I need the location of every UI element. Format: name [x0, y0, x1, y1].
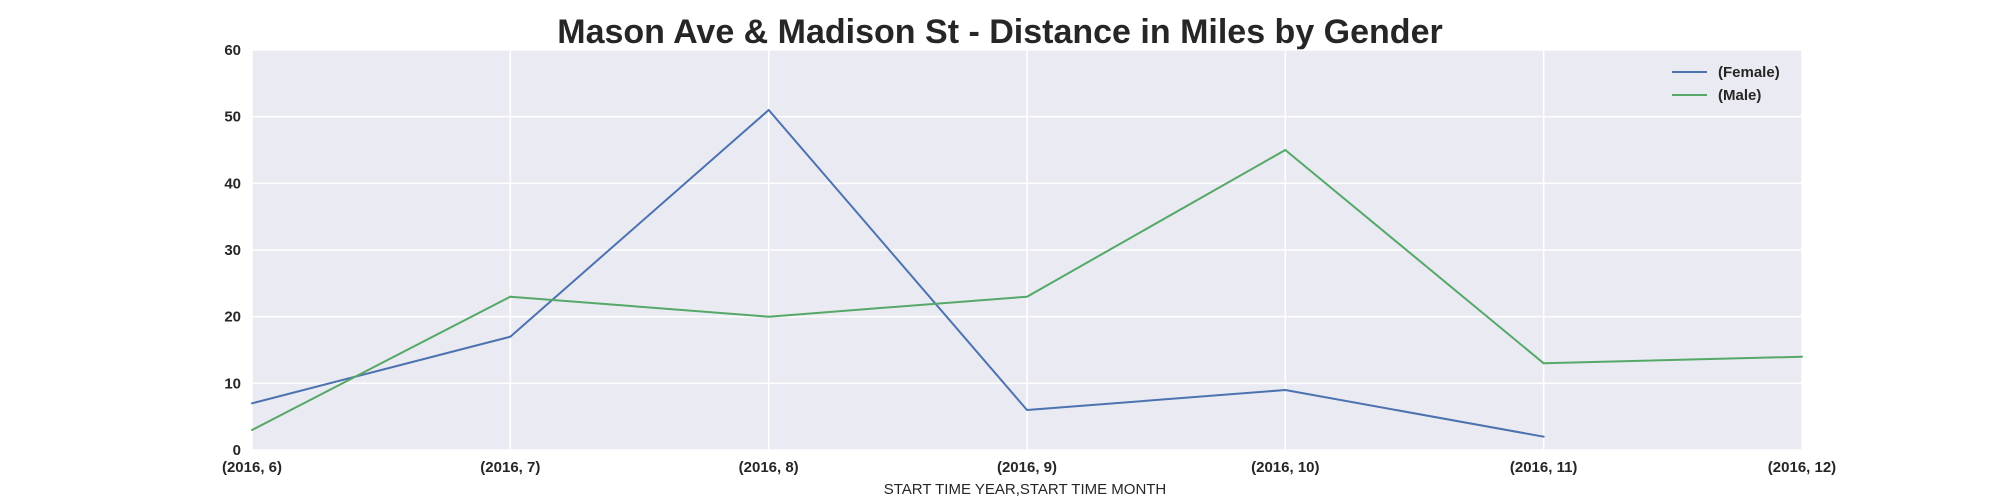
data-point — [1801, 355, 1803, 358]
y-tick-label: 50 — [224, 109, 241, 126]
y-tick-label: 40 — [224, 175, 241, 192]
x-tick-label: (2016, 9) — [997, 459, 1057, 476]
y-tick-label: 0 — [233, 442, 241, 459]
data-point — [509, 295, 512, 298]
y-tick-label: 60 — [224, 42, 241, 59]
x-tick-label: (2016, 8) — [739, 459, 799, 476]
data-point — [767, 109, 770, 111]
x-tick-label: (2016, 12) — [1768, 459, 1836, 476]
data-point — [1026, 295, 1028, 298]
y-tick-label: 10 — [224, 375, 241, 392]
x-axis-ticks: (2016, 6) (2016, 7) (2016, 8) (2016, 9) (201… — [222, 459, 1836, 476]
x-tick-label: (2016, 6) — [222, 459, 282, 476]
data-point — [251, 429, 253, 431]
data-point — [1284, 389, 1287, 391]
x-tick-label: (2016, 7) — [480, 459, 540, 476]
chart-title: Mason Ave & Madison St - Distance in Mil… — [557, 13, 1442, 51]
data-point — [1542, 362, 1545, 365]
data-point — [1026, 409, 1028, 411]
x-axis-label: START TIME YEAR,START TIME MONTH — [884, 481, 1167, 498]
legend-label: (Male) — [1718, 87, 1761, 104]
series-lines — [251, 109, 1803, 438]
x-tick-label: (2016, 10) — [1251, 459, 1319, 476]
legend-label: (Female) — [1718, 64, 1780, 81]
data-point — [509, 335, 512, 338]
y-tick-label: 30 — [224, 242, 241, 259]
x-tick-label: (2016, 11) — [1510, 459, 1578, 476]
series-line-0 — [251, 109, 1544, 438]
data-point — [1284, 149, 1287, 151]
legend: (Female) (Male) — [1672, 64, 1780, 104]
y-tick-label: 20 — [224, 309, 241, 326]
data-point — [1542, 435, 1545, 438]
grid-lines — [251, 49, 1803, 451]
y-axis-ticks: 0 10 20 30 40 50 60 — [224, 42, 241, 459]
data-point — [251, 402, 253, 405]
data-point — [767, 315, 770, 318]
